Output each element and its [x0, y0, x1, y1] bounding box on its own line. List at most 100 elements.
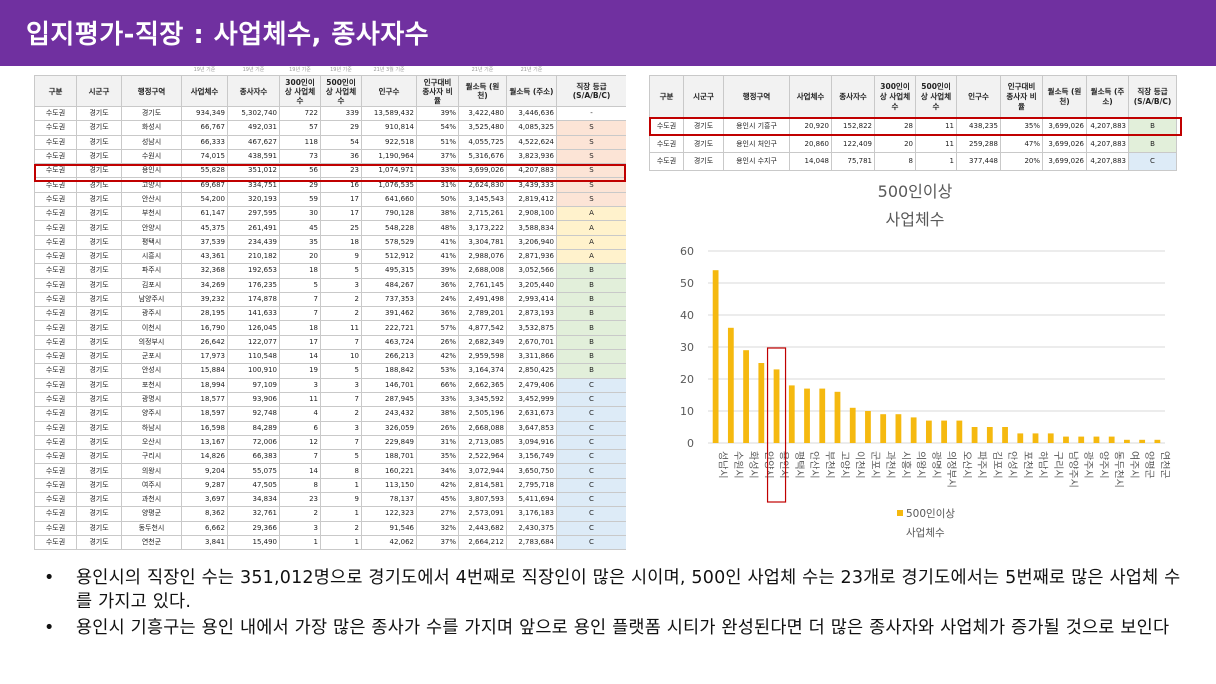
table-cell: 경기도	[76, 277, 122, 293]
year-row: 19년 기준 19년 기준 19년 기준 19년 기준 21년 3월 기준 21년 기준 2…	[35, 66, 627, 76]
table-row: 수도권 경기도 과천시 3,697 34,834 23 9 78,137 45% 3,807,59…	[34, 492, 626, 508]
table-cell: 1	[279, 534, 321, 550]
grade-cell: S	[556, 148, 626, 165]
table-cell: 25	[320, 220, 362, 236]
column-header: 월소득 (원천)	[458, 75, 507, 107]
table-row: 수도권 경기도 광주시 28,195 141,633 7 2 391,462 36% 2,789,…	[34, 306, 626, 322]
table-cell: 경기도	[76, 391, 122, 408]
table-cell: 45%	[416, 492, 459, 508]
table-cell: 수도권	[34, 449, 77, 465]
table-cell: 하남시	[121, 420, 182, 436]
table-cell: 남양주시	[121, 291, 182, 308]
table-row: 수도권 경기도 여주시 9,287 47,505 8 1 113,150 42% 2,814,58…	[34, 477, 626, 494]
grade-cell: B	[556, 363, 626, 379]
table-cell: 3,422,480	[458, 105, 507, 122]
column-header: 인구수	[361, 75, 417, 107]
table-cell: 경기도	[76, 363, 122, 379]
table-cell: 66,767	[181, 120, 228, 136]
table-cell: 790,128	[361, 206, 417, 222]
table-cell: 55,075	[227, 463, 280, 479]
chart-bar	[925, 420, 932, 443]
table-cell: 39%	[416, 105, 459, 122]
table-cell: 20,860	[789, 134, 832, 153]
year-cell	[122, 66, 182, 76]
left-data-table: 19년 기준 19년 기준 19년 기준 19년 기준 21년 3월 기준 21년 기준 2…	[34, 66, 626, 550]
table-cell: 41%	[416, 248, 459, 265]
table-cell: 2,670,701	[506, 334, 557, 351]
table-cell: 910,814	[361, 120, 417, 136]
grade-cell: C	[1128, 152, 1177, 171]
table-cell: 3,156,749	[506, 449, 557, 465]
table-cell: 경기도	[76, 120, 122, 136]
table-row: 수도권 경기도 포천시 18,994 97,109 3 3 146,701 66% 2,662,3…	[34, 377, 626, 393]
table-cell: 7	[279, 291, 321, 308]
table-cell: 23	[279, 492, 321, 508]
table-cell: 467,627	[227, 134, 280, 150]
table-cell: 용인시 수지구	[723, 152, 790, 171]
table-cell: 548,228	[361, 220, 417, 236]
chart-bar	[849, 407, 856, 443]
table-cell: 4,207,883	[1086, 152, 1129, 171]
chart-bar	[941, 420, 948, 443]
table-cell: 42,062	[361, 534, 417, 550]
table-cell: 259,288	[956, 134, 1001, 153]
table-cell: 37,539	[181, 234, 228, 250]
table-cell: 12	[279, 434, 321, 451]
table-cell: 29,366	[227, 520, 280, 536]
table-cell: 9	[320, 492, 362, 508]
year-cell	[77, 66, 122, 76]
table-cell: 2	[320, 406, 362, 422]
table-cell: 3,311,866	[506, 349, 557, 365]
y-tick-label: 60	[680, 245, 694, 258]
table-cell: 수도권	[34, 291, 77, 308]
year-cell: 21년 기준	[471, 67, 494, 73]
table-cell: 2,819,412	[506, 191, 557, 208]
x-tick-label: 광명시	[930, 451, 942, 479]
grade-cell: B	[556, 277, 626, 293]
table-row: 수도권 경기도 구리시 14,826 66,383 7 5 188,701 35% 2,522,9…	[34, 449, 626, 465]
chart-bar	[743, 350, 749, 443]
table-cell: 3,452,999	[506, 391, 557, 408]
table-cell: 3,446,636	[506, 105, 557, 122]
column-header: 행정구역	[723, 75, 790, 118]
table-cell: 파주시	[121, 263, 182, 279]
table-cell: 18,994	[181, 377, 228, 393]
table-cell: 2	[279, 506, 321, 522]
table-row: 수도권 경기도 양주시 18,597 92,748 4 2 243,432 38% 2,505,1…	[34, 406, 626, 422]
table-cell: 8	[279, 477, 321, 494]
table-cell: 14	[279, 463, 321, 479]
table-cell: 146,701	[361, 377, 417, 393]
table-cell: 234,439	[227, 234, 280, 250]
table-cell: 297,595	[227, 206, 280, 222]
x-tick-label: 남양주시	[1067, 451, 1079, 488]
table-cell: 32%	[416, 520, 459, 536]
table-cell: 3,164,374	[458, 363, 507, 379]
column-header: 종사자수	[831, 75, 875, 118]
table-cell: 2	[320, 520, 362, 536]
table-cell: 35%	[416, 449, 459, 465]
chart-bar	[986, 427, 993, 443]
x-tick-label: 광주시	[1082, 451, 1094, 479]
grade-cell: C	[556, 391, 626, 408]
table-cell: 39%	[416, 263, 459, 279]
highlight-box	[766, 347, 787, 503]
table-cell: 경기도	[76, 334, 122, 351]
grade-cell: C	[556, 377, 626, 393]
table-cell: 수도권	[34, 234, 77, 250]
table-cell: 부천시	[121, 206, 182, 222]
legend-label: 500인이상	[906, 508, 955, 520]
table-cell: 5	[320, 263, 362, 279]
table-row: 수도권 경기도 경기도 934,349 5,302,740 722 339 13,589,43…	[34, 105, 626, 122]
header-row: 구분 시군구 행정구역 사업체수 종사자수 300인이상 사업체수 500인이상 사업체수 인…	[649, 75, 1177, 118]
table-cell: 경기도	[76, 206, 122, 222]
table-row: 수도권 경기도 용인시 처인구 20,860 122,409 20 11 259,288 47%…	[649, 134, 1177, 153]
table-cell: 이천시	[121, 320, 182, 336]
table-cell: 7	[279, 449, 321, 465]
table-row: 수도권 경기도 양평군 8,362 32,761 2 1 122,323 27% 2,573,09…	[34, 506, 626, 522]
table-cell: 7	[279, 306, 321, 322]
year-cell: 19년 기준	[242, 67, 265, 73]
table-row: 수도권 경기도 용인시 55,828 351,012 56 23 1,074,971 33% 3,…	[34, 163, 626, 179]
grade-cell: C	[556, 406, 626, 422]
table-cell: 수도권	[34, 377, 77, 393]
chart-bar	[910, 417, 917, 443]
